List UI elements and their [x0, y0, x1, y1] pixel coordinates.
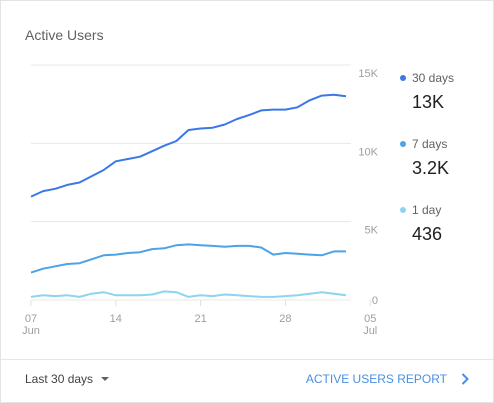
series-line-7-days [30, 243, 346, 274]
series-line-1-day [30, 290, 347, 298]
y-tick-label: 10K [358, 146, 378, 158]
legend-value-1-day: 436 [412, 224, 443, 244]
legend-item-1-day[interactable]: 1 day 436 [400, 203, 442, 245]
x-tick-label: 07 [25, 313, 37, 325]
x-tick-label: 05 [364, 313, 376, 325]
chevron-right-icon [461, 373, 469, 385]
x-tick-label: 28 [279, 313, 291, 325]
card-title: Active Users [25, 27, 104, 43]
y-tick-label: 0 [372, 295, 378, 307]
x-tick-month-label: Jun [22, 325, 40, 337]
legend-label-1-day: 1 day [412, 203, 442, 217]
y-tick-label: 15K [358, 68, 378, 80]
report-link-label: ACTIVE USERS REPORT [305, 372, 447, 386]
legend-value-30-days: 13K [412, 92, 445, 112]
date-range-label: Last 30 days [25, 372, 94, 386]
legend-value-7-days: 3.2K [412, 158, 450, 178]
legend-dot-30-days [400, 75, 406, 81]
legend-dot-1-day [400, 207, 406, 213]
legend-dot-7-days [400, 141, 406, 147]
legend-label-30-days: 30 days [412, 71, 455, 85]
caret-down-icon [101, 377, 110, 381]
legend-item-30-days[interactable]: 30 days 13K [400, 71, 454, 113]
x-tick-label: 21 [194, 313, 206, 325]
legend-item-7-days[interactable]: 7 days 3.2K [400, 137, 449, 179]
legend-label-7-days: 7 days [412, 137, 448, 151]
date-range-select[interactable]: Last 30 days [25, 372, 110, 386]
card-footer: Last 30 days ACTIVE USERS REPORT [1, 359, 493, 403]
series-line-30-days [30, 93, 347, 198]
x-tick-label: 14 [110, 313, 122, 325]
x-tick-month-label: Jul [363, 325, 377, 337]
active-users-report-link[interactable]: ACTIVE USERS REPORT [306, 372, 469, 386]
y-tick-label: 5K [365, 225, 379, 237]
